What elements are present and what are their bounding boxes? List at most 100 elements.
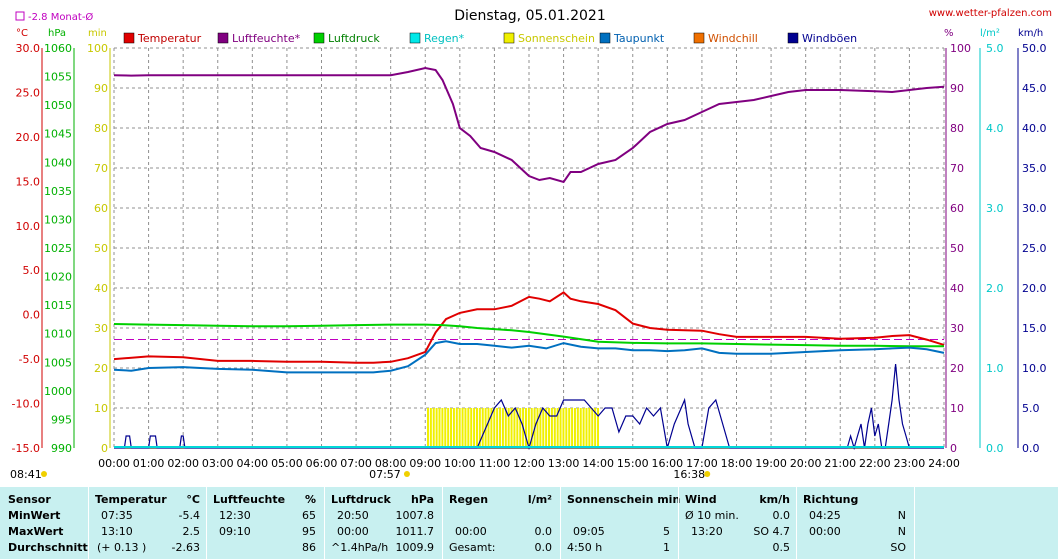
stats-temp-avg-note: (+ 0.13 ) xyxy=(97,541,147,554)
sunshine-bar xyxy=(594,408,597,448)
sunshine-bar xyxy=(516,408,519,448)
legend-swatch xyxy=(313,32,325,44)
x-tick-label: 09:00 xyxy=(409,457,441,470)
humidity-tick-label: 40 xyxy=(950,282,964,295)
sunshine-bar xyxy=(432,408,435,448)
stats-col-temp: Temperatur °C 07:35 -5.4 13:10 2.5 (+ 0.… xyxy=(88,487,206,559)
unit-min: min xyxy=(88,28,107,39)
stats-hum-max: 95 xyxy=(302,525,316,538)
minutes-tick-label: 100 xyxy=(87,42,108,55)
minutes-tick-label: 40 xyxy=(94,282,108,295)
sunshine-bar xyxy=(527,408,530,448)
stats-header-sun: Sonnenschein min xyxy=(567,493,681,506)
legend-swatch xyxy=(693,32,705,44)
wind-tick-label: 40.0 xyxy=(1022,122,1047,135)
stats-row-label: MaxWert xyxy=(8,525,64,538)
temp-tick-label: 10.0 xyxy=(16,220,41,233)
sunshine-bar xyxy=(499,408,502,448)
stats-press-max-time: 00:00 xyxy=(337,525,369,538)
sunshine-bar xyxy=(573,408,576,448)
sunshine-bar xyxy=(562,408,565,448)
stats-press-trend: ^1.4hPa/h xyxy=(331,541,389,554)
x-tick-label: 12:00 xyxy=(513,457,545,470)
sunshine-bar xyxy=(513,408,516,448)
first-light-label: 08:41 xyxy=(10,468,42,481)
legend-label: Sonnenschein xyxy=(518,32,595,45)
stats-temp-max-time: 13:10 xyxy=(101,525,133,538)
series-taupunkt xyxy=(113,340,945,374)
sunshine-bar xyxy=(591,408,594,448)
x-tick-label: 03:00 xyxy=(202,457,234,470)
stats-header-rain-unit: l/m² xyxy=(527,493,552,506)
sunshine-bar xyxy=(585,408,588,448)
minutes-tick-label: 10 xyxy=(94,402,108,415)
stats-temp-max: 2.5 xyxy=(182,525,201,538)
wind-tick-label: 5.0 xyxy=(1022,402,1040,415)
sunshine-bar xyxy=(524,408,527,448)
weather-chart: Dienstag, 05.01.2021 www.wetter-pfalzen.… xyxy=(10,8,1052,481)
humidity-tick-label: 90 xyxy=(950,82,964,95)
pressure-tick-label: 1055 xyxy=(44,71,72,84)
stats-sun-avg: 1 xyxy=(663,541,670,554)
stats-header-rain: Regen xyxy=(449,493,489,506)
sunshine-bar xyxy=(481,408,484,448)
sunshine-bar xyxy=(565,408,568,448)
temp-tick-label: 25.0 xyxy=(16,86,41,99)
pressure-tick-label: 1050 xyxy=(44,99,72,112)
wind-tick-label: 0.0 xyxy=(1022,442,1040,455)
humidity-tick-label: 50 xyxy=(950,242,964,255)
humidity-tick-label: 10 xyxy=(950,402,964,415)
sunshine-bar xyxy=(438,408,441,448)
site-link[interactable]: www.wetter-pfalzen.com xyxy=(929,8,1052,19)
stats-press-min-time: 20:50 xyxy=(337,509,369,522)
x-tick-label: 04:00 xyxy=(236,457,268,470)
x-tick-label: 14:00 xyxy=(582,457,614,470)
sunshine-bar xyxy=(559,408,562,448)
x-tick-label: 05:00 xyxy=(271,457,303,470)
minutes-tick-label: 50 xyxy=(94,242,108,255)
x-tick-label: 08:00 xyxy=(375,457,407,470)
pressure-tick-label: 1020 xyxy=(44,271,72,284)
sunshine-bar xyxy=(444,408,447,448)
pressure-tick-label: 995 xyxy=(51,413,72,426)
unit-percent: % xyxy=(944,28,954,39)
sunshine-bar xyxy=(470,408,473,448)
sunshine-bar xyxy=(450,408,453,448)
sunset-icon xyxy=(704,471,711,477)
humidity-tick-label: 30 xyxy=(950,322,964,335)
sunshine-bar xyxy=(597,408,600,448)
sun-markers: 07:57 16:38 08:41 xyxy=(10,468,711,481)
legend-swatch xyxy=(409,32,421,44)
legend-label: Windböen xyxy=(802,32,857,45)
legend-label: Taupunkt xyxy=(613,32,665,45)
sunshine-bar xyxy=(542,408,545,448)
legend-swatch xyxy=(217,32,229,44)
x-tick-label: 00:00 xyxy=(98,457,130,470)
stats-header-temp: Temperatur xyxy=(95,493,167,506)
wind-tick-label: 30.0 xyxy=(1022,202,1047,215)
minutes-tick-label: 80 xyxy=(94,122,108,135)
x-tick-label: 02:00 xyxy=(167,457,199,470)
x-tick-label: 18:00 xyxy=(721,457,753,470)
axes: 30.0 25.0 20.0 15.0 10.0 5.0 0.0 -5.0 -10.0 -15.0… xyxy=(12,42,1047,470)
stats-press-min: 1007.8 xyxy=(395,509,435,522)
stats-dir-min: N xyxy=(897,509,906,522)
stats-sun-max: 5 xyxy=(663,525,670,538)
temp-tick-label: -15.0 xyxy=(12,442,40,455)
series-luftdruck xyxy=(113,323,944,348)
sunshine-bar xyxy=(556,408,559,448)
pressure-tick-label: 1030 xyxy=(44,213,72,226)
series-windboeen xyxy=(114,363,944,451)
x-tick-label: 06:00 xyxy=(306,457,338,470)
sunshine-bar xyxy=(548,408,551,448)
series-temperatur xyxy=(113,291,945,364)
sunshine-bar xyxy=(579,408,582,448)
rain-tick-label: 2.0 xyxy=(986,282,1004,295)
sunshine-bar xyxy=(507,408,510,448)
pressure-tick-label: 1010 xyxy=(44,328,72,341)
temp-tick-label: 5.0 xyxy=(23,264,41,277)
sunset-label: 16:38 xyxy=(673,468,705,481)
stats-col-rain: Regen l/m² 00:00 0.0 Gesamt: 0.0 xyxy=(442,487,560,559)
chart-title: Dienstag, 05.01.2021 xyxy=(454,8,605,24)
stats-col-press: Luftdruck hPa 20:50 1007.8 00:00 1011.7 … xyxy=(324,487,442,559)
